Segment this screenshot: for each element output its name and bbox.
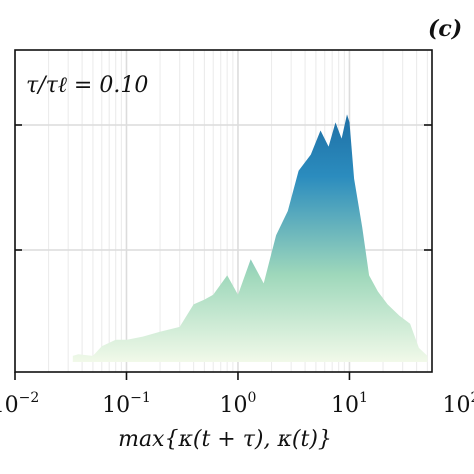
x-tick-label: 102 [442,390,474,418]
x-tick-label: 10−1 [102,390,151,418]
tau-annotation: τ/τℓ = 0.10 [26,73,148,98]
x-tick-label: 10−2 [0,390,39,418]
plot-frame [14,49,433,373]
panel-label: (c) [428,16,462,42]
y-ticks [15,124,432,251]
x-tick-label: 100 [220,390,257,418]
density-area [72,114,428,363]
x-axis-label: max{κ(t + τ), κ(t)} [118,427,332,452]
x-tick-label: 101 [331,390,368,418]
x-ticks: 10−2 10−1 100 101 102 [0,372,474,418]
